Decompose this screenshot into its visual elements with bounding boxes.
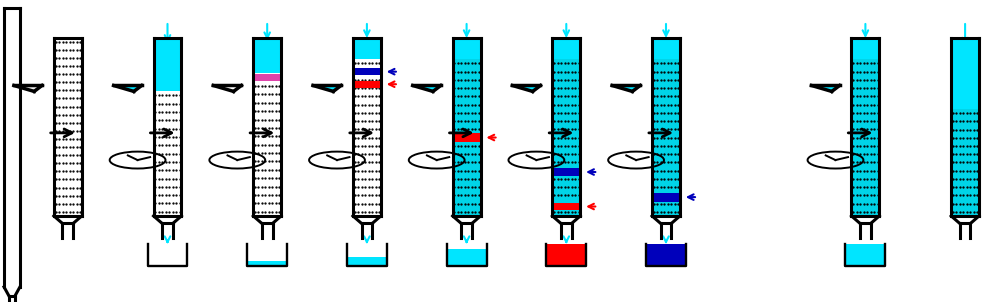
- Polygon shape: [513, 86, 539, 91]
- Bar: [851, 38, 879, 59]
- Bar: [951, 38, 979, 109]
- Bar: [453, 133, 481, 142]
- Bar: [353, 59, 381, 216]
- Bar: [253, 73, 281, 216]
- Polygon shape: [115, 86, 141, 91]
- Bar: [552, 38, 580, 59]
- Bar: [652, 59, 680, 216]
- Polygon shape: [414, 86, 440, 91]
- Bar: [546, 244, 586, 266]
- Bar: [951, 109, 979, 216]
- Bar: [851, 59, 879, 216]
- Bar: [652, 38, 680, 59]
- Bar: [253, 74, 281, 81]
- Bar: [353, 68, 381, 75]
- Bar: [552, 203, 580, 210]
- Bar: [447, 249, 487, 266]
- Bar: [552, 168, 580, 176]
- Polygon shape: [314, 86, 340, 91]
- Bar: [353, 81, 381, 88]
- Bar: [253, 38, 281, 73]
- Bar: [453, 59, 481, 216]
- Bar: [453, 38, 481, 59]
- Polygon shape: [613, 86, 639, 91]
- Bar: [646, 244, 686, 266]
- Bar: [54, 38, 82, 216]
- Bar: [845, 244, 885, 266]
- Bar: [353, 38, 381, 59]
- Bar: [247, 261, 287, 266]
- Polygon shape: [15, 86, 41, 91]
- Polygon shape: [813, 86, 838, 91]
- Bar: [347, 257, 387, 266]
- Bar: [552, 59, 580, 216]
- Bar: [154, 91, 181, 216]
- Bar: [652, 193, 680, 202]
- Bar: [154, 38, 181, 91]
